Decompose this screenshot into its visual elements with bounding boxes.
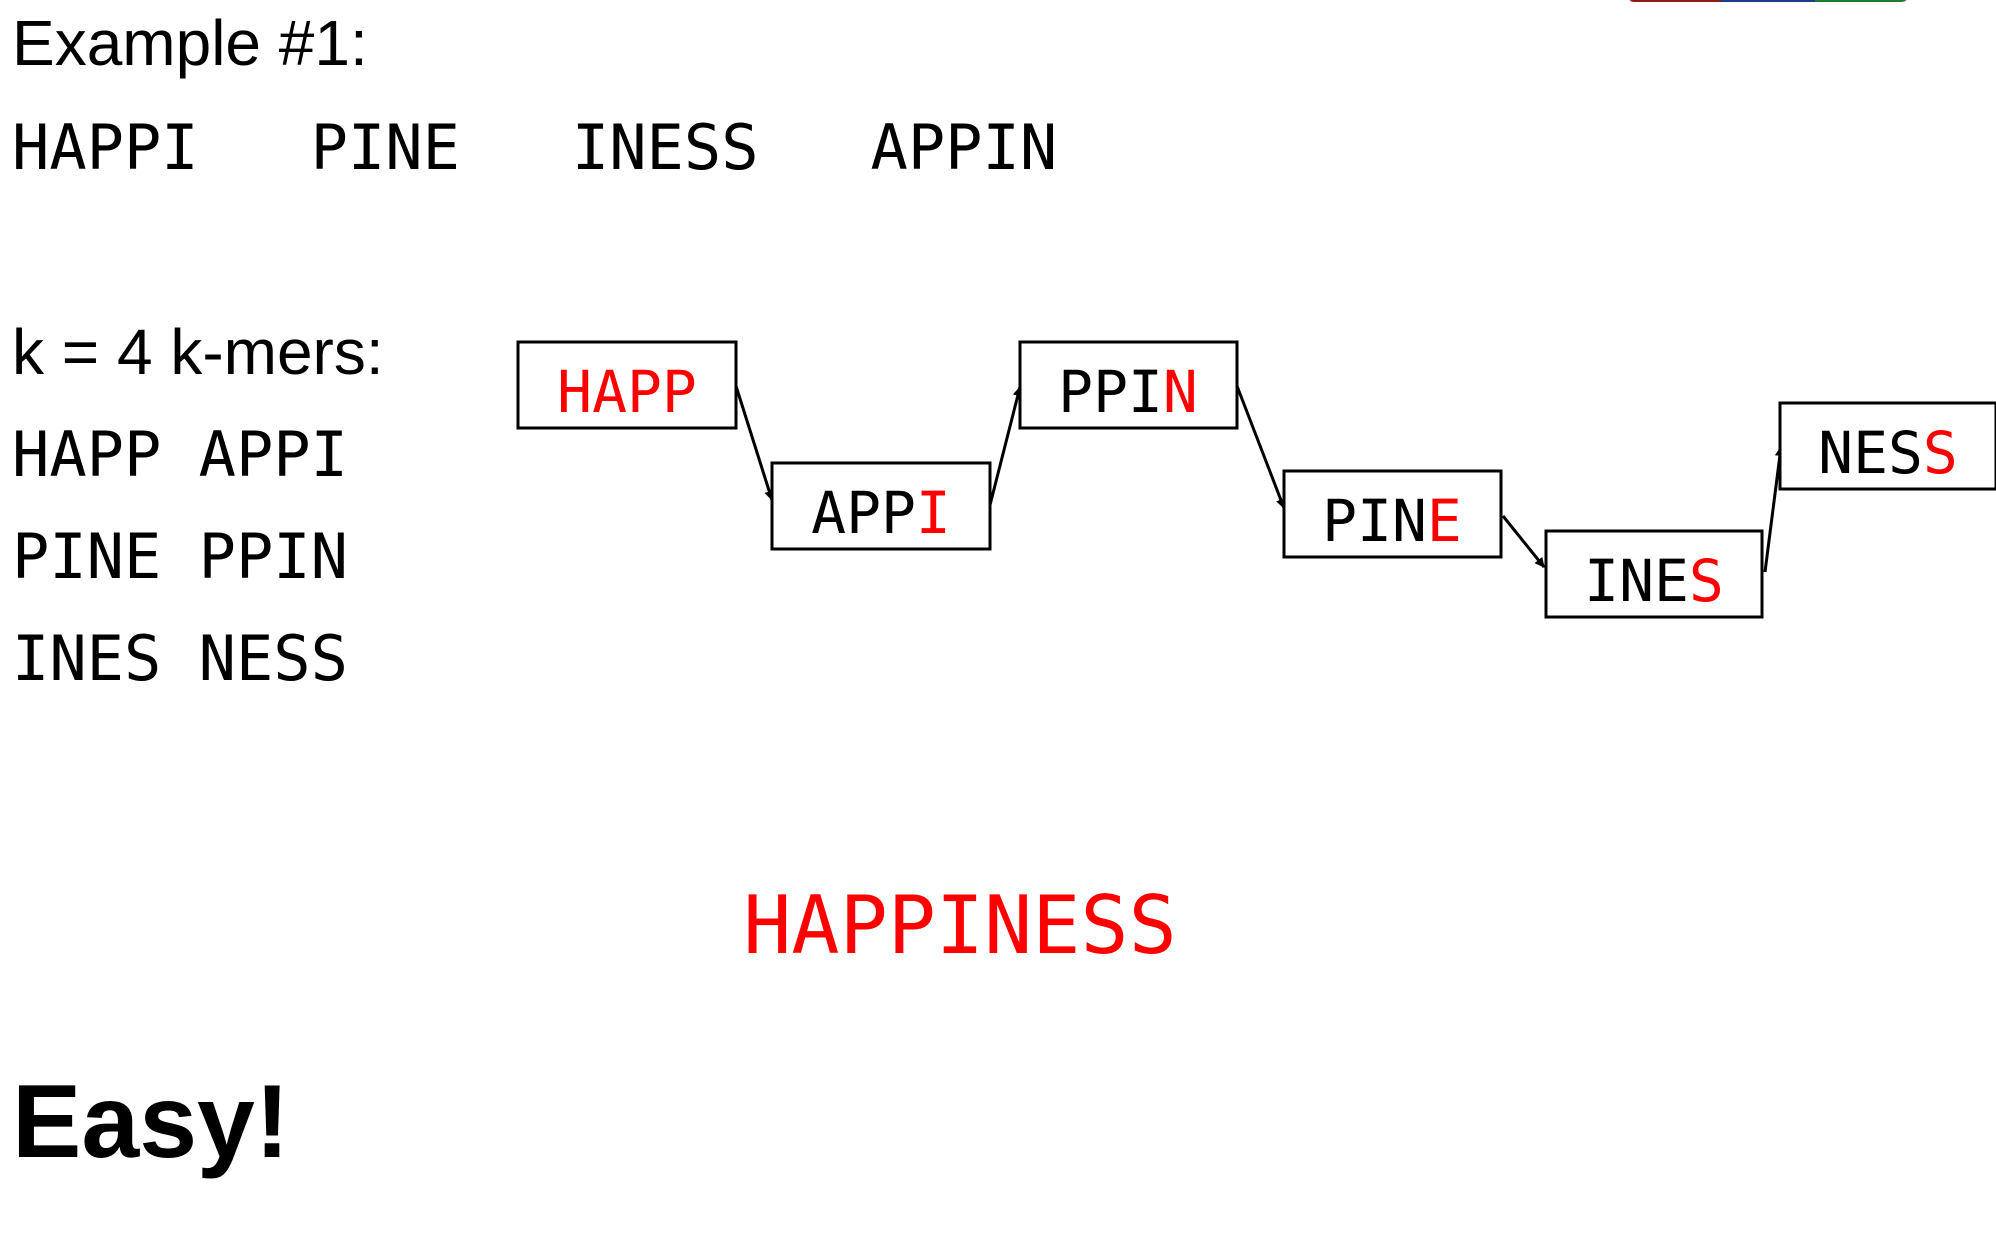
svg-text:INES: INES: [1584, 547, 1724, 615]
node-highlight: S: [1923, 419, 1958, 487]
logo-segment-green: [1814, 0, 1908, 2]
input-reads: HAPPI PINE INESS APPIN: [12, 111, 1058, 184]
node-highlight: S: [1689, 547, 1724, 615]
svg-text:PINE: PINE: [1322, 487, 1462, 555]
graph-edge: [1763, 446, 1785, 573]
kmer-list-line: HAPP APPI: [12, 418, 348, 491]
kmer-list-line: PINE PPIN: [12, 520, 348, 593]
svg-text:NESS: NESS: [1818, 419, 1958, 487]
kmer-size-label: k = 4 k-mers:: [12, 316, 384, 388]
node-prefix: INE: [1584, 547, 1689, 615]
logo-segment-red: [1628, 0, 1722, 2]
node-prefix: NES: [1818, 419, 1923, 487]
graph-edge: [1235, 385, 1286, 509]
example-title: Example #1:: [12, 7, 368, 79]
node-highlight: HAPP: [557, 358, 697, 426]
node-prefix: PIN: [1322, 487, 1427, 555]
graph-node-pine: PINE: [1282, 469, 1503, 559]
svg-text:APPI: APPI: [811, 479, 951, 547]
conclusion-text: Easy!: [12, 1064, 290, 1180]
graph-edge: [988, 386, 1023, 506]
graph-node-ness: NESS: [1778, 401, 1996, 491]
graph-node-ppin: PPIN: [1018, 340, 1239, 430]
node-highlight: E: [1427, 487, 1462, 555]
node-highlight: I: [916, 479, 951, 547]
node-prefix: PPI: [1058, 358, 1163, 426]
node-highlight: N: [1163, 358, 1198, 426]
svg-text:HAPP: HAPP: [557, 358, 697, 426]
graph-node-appi: APPI: [770, 461, 992, 551]
node-prefix: APP: [811, 479, 916, 547]
graph-node-happ: HAPP: [516, 340, 738, 430]
logo-strip: [1628, 0, 1908, 2]
graph-edge: [734, 385, 775, 501]
svg-text:PPIN: PPIN: [1058, 358, 1198, 426]
kmer-list-line: INES NESS: [12, 622, 348, 695]
graph-node-ines: INES: [1544, 529, 1764, 619]
logo-segment-blue: [1721, 0, 1815, 2]
graph-edge: [1501, 515, 1546, 568]
assembled-result: HAPPINESS: [743, 879, 1177, 972]
